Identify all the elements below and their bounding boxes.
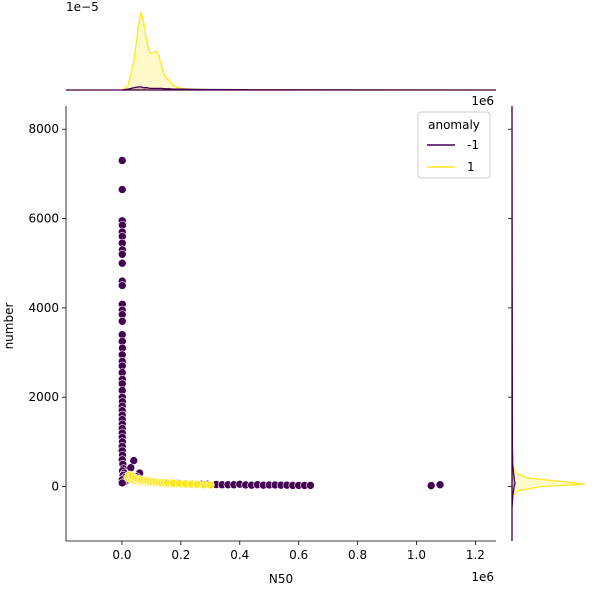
x-offset-label: 1e6 <box>471 570 494 584</box>
point-anomaly-minus-one <box>117 156 127 165</box>
point-anomaly-one <box>192 479 202 489</box>
y-offset-label: 1e6 <box>471 94 494 108</box>
y-tick-label: 4000 <box>28 301 59 315</box>
x-tick-label: 1.0 <box>407 548 426 562</box>
x-tick-label: 0.6 <box>289 548 308 562</box>
point-anomaly-minus-one <box>117 281 127 290</box>
y-tick-label: 2000 <box>28 390 59 404</box>
point-anomaly-minus-one <box>117 185 127 194</box>
legend-title: anomaly <box>428 118 480 132</box>
point-anomaly-minus-one <box>129 456 139 465</box>
x-tick-label: 0.4 <box>230 548 249 562</box>
top-density-anomaly-one <box>66 11 497 91</box>
point-anomaly-minus-one <box>117 249 127 259</box>
point-anomaly-minus-one <box>426 481 436 490</box>
point-anomaly-minus-one <box>117 316 127 326</box>
point-anomaly-minus-one <box>117 258 127 268</box>
x-tick-label: 0.8 <box>348 548 367 562</box>
x-tick-label: 0.0 <box>112 548 131 562</box>
right-density-anomaly-minus-one <box>511 105 516 541</box>
right-marginal-density <box>508 105 586 541</box>
scatter-points <box>117 156 445 490</box>
point-anomaly-minus-one <box>306 481 315 490</box>
main-axes: 0.0 0.2 0.4 0.6 0.8 1.0 1.2 0 2000 4000 6000 8000 <box>28 106 496 562</box>
top-marginal-offset-label: 1e−5 <box>66 0 99 14</box>
x-axis-label: N50 <box>269 572 293 586</box>
y-tick-label: 0 <box>51 480 59 494</box>
point-anomaly-minus-one <box>117 478 127 488</box>
y-axis-label: number <box>2 303 16 350</box>
legend: anomaly -1 1 <box>417 111 491 179</box>
y-tick-label: 8000 <box>28 122 59 136</box>
y-tick-label: 6000 <box>28 212 59 226</box>
x-tick-label: 1.2 <box>466 548 485 562</box>
x-tick-label: 0.2 <box>171 548 190 562</box>
point-anomaly-minus-one <box>126 463 136 473</box>
legend-label-one: 1 <box>467 160 475 174</box>
top-density-anomaly-minus-one <box>66 86 497 91</box>
top-marginal-density <box>66 11 497 91</box>
legend-label-minus-one: -1 <box>467 138 479 152</box>
point-anomaly-one <box>206 480 215 490</box>
right-density-anomaly-one <box>511 106 586 541</box>
point-anomaly-minus-one <box>435 480 445 490</box>
